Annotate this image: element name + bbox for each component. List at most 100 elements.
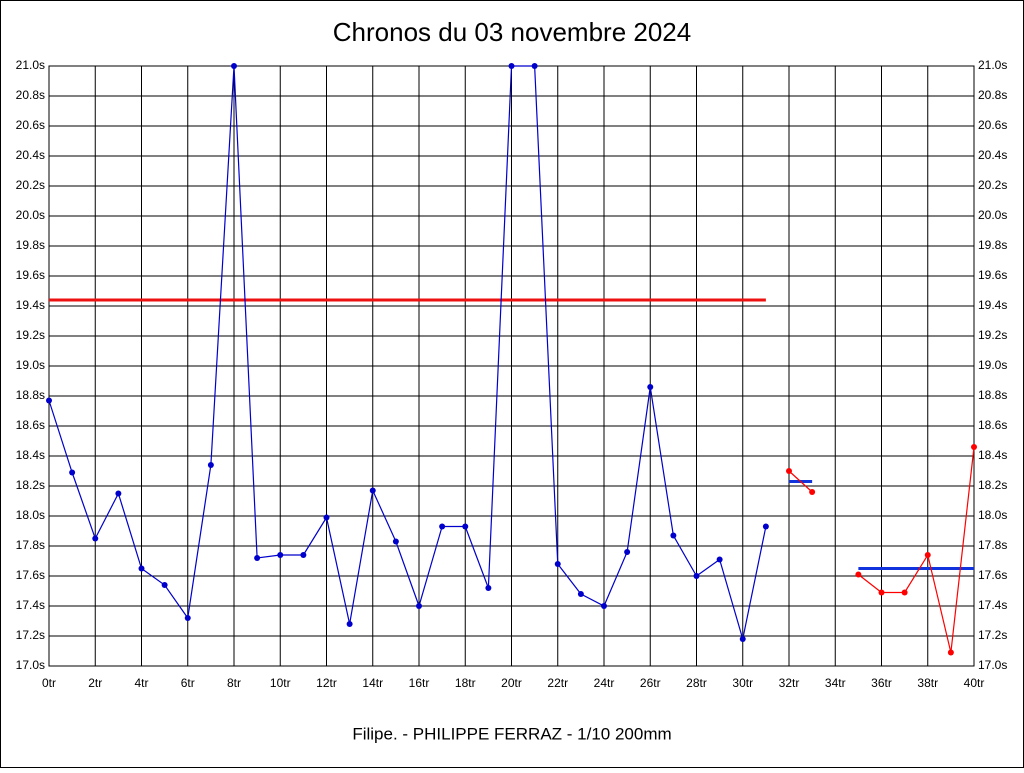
point — [138, 565, 145, 572]
point — [300, 552, 307, 558]
y-tick-label: 18.4s — [16, 448, 45, 462]
y2-tick-label: 19.0s — [978, 358, 1007, 372]
y-tick-label: 19.0s — [16, 358, 45, 372]
y-tick-label: 19.8s — [16, 238, 45, 252]
point — [647, 384, 654, 390]
y2-tick-label: 21.0s — [978, 58, 1007, 72]
x-tick-label: 0tr — [42, 676, 56, 690]
point — [392, 538, 399, 545]
x-tick-label: 22tr — [547, 676, 568, 690]
point — [369, 487, 376, 494]
x-tick-label: 26tr — [640, 676, 661, 690]
point — [531, 63, 538, 69]
point — [69, 469, 76, 476]
y-tick-label: 17.2s — [16, 628, 45, 642]
point — [323, 514, 330, 521]
x-tick-label: 10tr — [270, 676, 291, 690]
point — [207, 462, 214, 468]
y-tick-label: 17.4s — [16, 598, 45, 612]
y-tick-label: 19.4s — [16, 298, 45, 312]
x-tick-label: 24tr — [594, 676, 615, 690]
x-tick-label: 2tr — [88, 676, 102, 690]
point — [439, 523, 446, 530]
y2-tick-label: 18.6s — [978, 418, 1007, 432]
x-tick-label: 28tr — [686, 676, 707, 690]
y2-tick-label: 17.6s — [978, 568, 1007, 582]
point — [115, 490, 122, 497]
x-tick-label: 32tr — [779, 676, 800, 690]
point — [508, 63, 515, 69]
point — [231, 63, 237, 69]
point — [670, 532, 677, 539]
point — [786, 468, 792, 474]
y-tick-label: 19.2s — [16, 328, 45, 342]
x-tick-label: 8tr — [227, 676, 241, 690]
y2-tick-label: 17.2s — [978, 628, 1007, 642]
x-tick-label: 40tr — [964, 676, 985, 690]
point — [809, 489, 816, 495]
point — [485, 585, 492, 591]
y2-tick-label: 18.0s — [978, 508, 1007, 522]
x-tick-label: 36tr — [871, 676, 892, 690]
point — [92, 535, 99, 542]
point — [855, 571, 862, 578]
x-tick-label: 38tr — [917, 676, 938, 690]
x-tick-label: 6tr — [181, 676, 195, 690]
y2-tick-label: 19.4s — [978, 298, 1007, 312]
y2-tick-label: 20.0s — [978, 208, 1007, 222]
y-tick-label: 17.6s — [16, 568, 45, 582]
point — [161, 582, 168, 588]
y2-tick-label: 19.2s — [978, 328, 1007, 342]
y-tick-label: 20.8s — [16, 88, 45, 102]
y2-tick-label: 19.6s — [978, 268, 1007, 282]
y-tick-label: 20.2s — [16, 178, 45, 192]
series-line — [48, 65, 767, 640]
y2-tick-label: 17.0s — [978, 658, 1007, 672]
point — [693, 573, 700, 579]
y-tick-label: 18.0s — [16, 508, 45, 522]
x-tick-label: 18tr — [455, 676, 476, 690]
y2-tick-label: 17.4s — [978, 598, 1007, 612]
x-tick-label: 20tr — [501, 676, 522, 690]
y2-tick-label: 17.8s — [978, 538, 1007, 552]
point — [46, 397, 52, 404]
point — [947, 649, 954, 656]
x-tick-label: 34tr — [825, 676, 846, 690]
point — [739, 636, 746, 642]
y-tick-label: 18.6s — [16, 418, 45, 432]
y-tick-label: 20.4s — [16, 148, 45, 162]
y-tick-label: 20.6s — [16, 118, 45, 132]
point — [462, 523, 469, 530]
y2-tick-label: 20.6s — [978, 118, 1007, 132]
y-tick-label: 20.0s — [16, 208, 45, 222]
x-tick-label: 16tr — [409, 676, 430, 690]
point — [346, 621, 353, 627]
y2-tick-label: 20.2s — [978, 178, 1007, 192]
chart-title: Chronos du 03 novembre 2024 — [333, 17, 691, 47]
y-tick-label: 18.8s — [16, 388, 45, 402]
point — [184, 615, 191, 621]
x-axis-label: Filipe. - PHILIPPE FERRAZ - 1/10 200mm — [352, 724, 671, 743]
point — [577, 591, 584, 597]
y2-tick-label: 20.4s — [978, 148, 1007, 162]
point — [901, 589, 908, 596]
point — [554, 561, 561, 567]
y-tick-label: 21.0s — [16, 58, 45, 72]
y2-tick-label: 18.8s — [978, 388, 1007, 402]
x-tick-label: 4tr — [134, 676, 148, 690]
point — [924, 552, 931, 558]
point — [277, 552, 284, 558]
y-tick-label: 19.6s — [16, 268, 45, 282]
y-tick-label: 17.0s — [16, 658, 45, 672]
x-tick-label: 30tr — [732, 676, 753, 690]
y2-tick-label: 18.2s — [978, 478, 1007, 492]
y2-tick-label: 19.8s — [978, 238, 1007, 252]
point — [878, 589, 885, 596]
y-tick-label: 18.2s — [16, 478, 45, 492]
x-tick-label: 14tr — [362, 676, 383, 690]
point — [254, 555, 261, 561]
point — [716, 556, 723, 563]
point — [971, 444, 977, 450]
